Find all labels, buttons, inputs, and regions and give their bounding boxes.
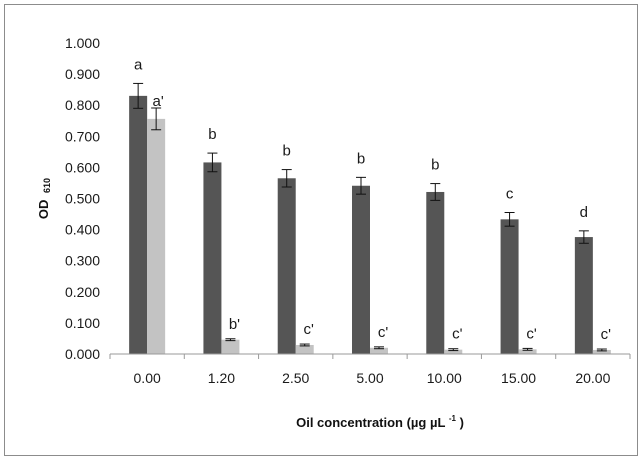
y-tick-label: 0.000	[65, 346, 100, 362]
y-axis-title-subscript: 610	[42, 178, 52, 193]
significance-label: b	[431, 157, 439, 174]
significance-label: c'	[452, 326, 463, 343]
x-tick-label: 10.00	[427, 370, 462, 386]
y-tick-label: 0.800	[65, 97, 100, 113]
y-axis-title-main: OD	[36, 200, 51, 220]
significance-label: b'	[229, 316, 240, 333]
y-tick-label: 1.000	[65, 35, 100, 51]
x-axis-title-main: Oil concentration (µg µL	[296, 415, 445, 430]
bar	[500, 219, 519, 354]
bar	[221, 339, 240, 354]
significance-label: a'	[153, 93, 164, 110]
y-tick-label: 0.700	[65, 128, 100, 144]
bar	[444, 349, 463, 354]
significance-label: c'	[526, 325, 537, 342]
bar	[574, 237, 593, 354]
chart-marks: a a' b b' b c' b c' b c' c c' d c'	[129, 56, 612, 355]
y-axis-ticks: 0.000 0.100 0.200 0.300 0.400 0.500 0.600 0.700…	[65, 35, 100, 362]
x-tick-label: 1.20	[208, 370, 235, 386]
y-tick-label: 0.600	[65, 159, 100, 175]
y-tick-label: 0.100	[65, 315, 100, 331]
x-axis-title-end: )	[460, 415, 464, 430]
x-tick-label: 5.00	[356, 370, 383, 386]
y-tick-label: 0.400	[65, 222, 100, 238]
y-tick-label: 0.900	[65, 66, 100, 82]
y-tick-label: 0.500	[65, 191, 100, 207]
x-axis-title: Oil concentration (µg µL -1 )	[296, 409, 464, 430]
x-tick-label: 2.50	[282, 370, 309, 386]
bar	[370, 347, 388, 354]
y-axis-title: OD 610	[36, 178, 52, 219]
significance-label: b	[357, 150, 365, 167]
y-tick-label: 0.300	[65, 253, 100, 269]
x-axis-title-superscript: -1	[449, 414, 457, 423]
bar	[592, 349, 611, 354]
y-tick-label: 0.200	[65, 284, 100, 300]
chart-frame	[4, 4, 638, 456]
bar	[277, 178, 296, 354]
significance-label: c'	[304, 321, 315, 338]
significance-label: c	[506, 185, 514, 202]
significance-label: b	[208, 126, 216, 143]
significance-label: c'	[601, 326, 612, 343]
significance-label: a	[134, 56, 143, 73]
significance-label: b	[283, 143, 291, 160]
bar	[426, 191, 445, 354]
significance-label: d	[580, 204, 588, 221]
bar	[352, 185, 370, 354]
x-axis-ticks: 0.00 1.20 2.50 5.00 10.00 15.00 20.00	[109, 354, 631, 386]
bar	[203, 162, 222, 354]
bar	[147, 118, 166, 354]
x-tick-label: 15.00	[501, 370, 536, 386]
significance-label: c'	[378, 324, 389, 341]
bar	[295, 344, 314, 354]
x-tick-label: 0.00	[134, 370, 161, 386]
bar	[129, 95, 148, 355]
bar	[518, 349, 537, 354]
x-tick-label: 20.00	[575, 370, 610, 386]
